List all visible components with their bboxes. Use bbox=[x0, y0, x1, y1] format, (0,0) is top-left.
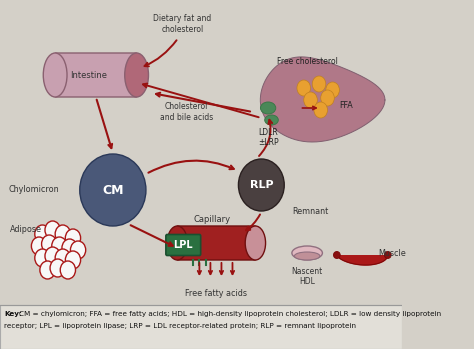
Text: LPL: LPL bbox=[173, 240, 193, 250]
Circle shape bbox=[45, 221, 60, 239]
Ellipse shape bbox=[80, 154, 146, 226]
Text: Free cholesterol: Free cholesterol bbox=[277, 58, 337, 67]
Circle shape bbox=[45, 247, 60, 265]
Circle shape bbox=[42, 235, 57, 253]
Circle shape bbox=[304, 92, 317, 108]
Ellipse shape bbox=[264, 115, 278, 125]
Circle shape bbox=[71, 241, 86, 259]
Text: RLP: RLP bbox=[249, 180, 273, 190]
Circle shape bbox=[50, 259, 65, 277]
Circle shape bbox=[65, 251, 81, 269]
FancyBboxPatch shape bbox=[55, 53, 137, 97]
Ellipse shape bbox=[167, 226, 188, 260]
Ellipse shape bbox=[333, 252, 340, 259]
Text: Adipose: Adipose bbox=[10, 225, 42, 235]
Text: LDLR
±LRP: LDLR ±LRP bbox=[258, 128, 278, 147]
Circle shape bbox=[55, 249, 71, 267]
Ellipse shape bbox=[125, 53, 148, 97]
Ellipse shape bbox=[245, 226, 265, 260]
Text: CM: CM bbox=[102, 184, 124, 196]
Circle shape bbox=[55, 225, 71, 243]
Ellipse shape bbox=[294, 252, 320, 260]
Circle shape bbox=[312, 76, 326, 92]
Text: FFA: FFA bbox=[339, 101, 353, 110]
Text: Capillary: Capillary bbox=[193, 215, 231, 223]
Circle shape bbox=[297, 80, 310, 96]
Circle shape bbox=[35, 249, 50, 267]
Text: Cholesterol
and bile acids: Cholesterol and bile acids bbox=[160, 102, 213, 122]
Circle shape bbox=[314, 102, 328, 118]
Ellipse shape bbox=[43, 53, 67, 97]
Text: Muscle: Muscle bbox=[378, 248, 406, 258]
Text: Free fatty acids: Free fatty acids bbox=[185, 289, 247, 298]
Circle shape bbox=[35, 225, 50, 243]
Ellipse shape bbox=[384, 252, 391, 259]
Polygon shape bbox=[260, 57, 385, 142]
Ellipse shape bbox=[261, 102, 276, 114]
Circle shape bbox=[65, 229, 81, 247]
Text: receptor; LPL = lipoprotein lipase; LRP = LDL receptor-related protein; RLP = re: receptor; LPL = lipoprotein lipase; LRP … bbox=[4, 323, 356, 329]
FancyBboxPatch shape bbox=[177, 226, 255, 260]
Text: Key:: Key: bbox=[4, 311, 22, 317]
Text: Remnant: Remnant bbox=[292, 207, 328, 215]
Ellipse shape bbox=[292, 246, 322, 260]
Text: Chylomicron: Chylomicron bbox=[9, 186, 59, 194]
Ellipse shape bbox=[238, 159, 284, 211]
FancyBboxPatch shape bbox=[166, 235, 201, 255]
Text: Nascent
HDL: Nascent HDL bbox=[292, 267, 323, 287]
Circle shape bbox=[60, 261, 75, 279]
Circle shape bbox=[52, 237, 67, 255]
Circle shape bbox=[326, 82, 339, 98]
Circle shape bbox=[31, 237, 46, 255]
Circle shape bbox=[40, 261, 55, 279]
Bar bbox=[0, 305, 402, 349]
Circle shape bbox=[321, 90, 334, 106]
Text: Intestine: Intestine bbox=[71, 70, 108, 80]
Circle shape bbox=[62, 239, 77, 257]
Text: Dietary fat and
cholesterol: Dietary fat and cholesterol bbox=[153, 14, 211, 34]
Text: CM = chylomicron; FFA = free fatty acids; HDL = high-density lipoprotein cholest: CM = chylomicron; FFA = free fatty acids… bbox=[18, 311, 441, 317]
